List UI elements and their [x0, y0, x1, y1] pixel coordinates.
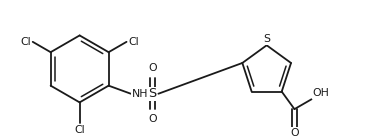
Text: Cl: Cl — [20, 37, 31, 47]
Text: S: S — [148, 87, 157, 100]
Text: Cl: Cl — [128, 37, 139, 47]
Text: O: O — [148, 114, 157, 124]
Text: S: S — [263, 34, 270, 44]
Text: O: O — [290, 128, 299, 138]
Text: NH: NH — [132, 89, 148, 99]
Text: Cl: Cl — [74, 125, 85, 135]
Text: O: O — [148, 63, 157, 73]
Text: OH: OH — [313, 88, 329, 98]
